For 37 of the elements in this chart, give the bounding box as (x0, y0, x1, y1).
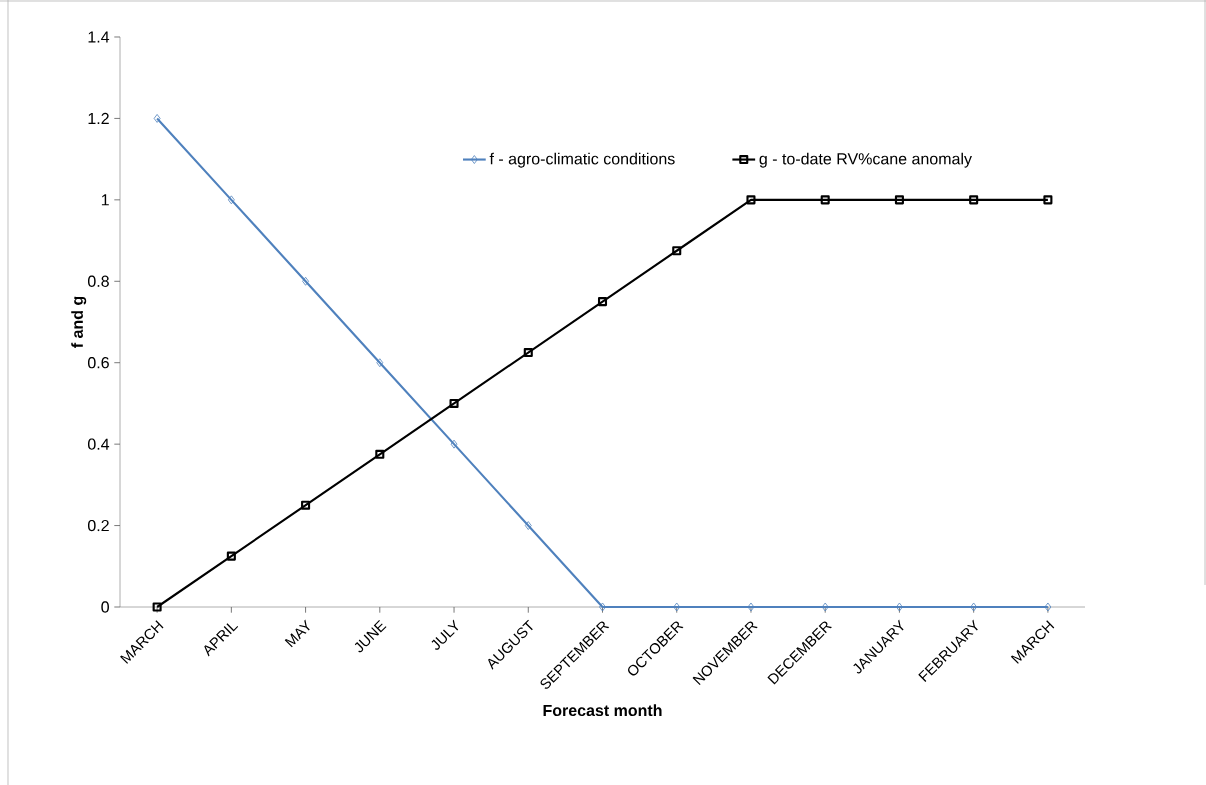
point (969, 195, 979, 205)
y-tick-label: 0.6 (87, 357, 109, 369)
point (153, 114, 161, 123)
point (302, 276, 309, 286)
y-axis-title: f and g (71, 296, 87, 348)
x-axis-title: Forecast month (543, 704, 662, 717)
point (747, 602, 755, 612)
point (523, 347, 533, 358)
legend-label: f - agro-climatic conditions (489, 152, 675, 168)
y-tick-label: 1 (101, 194, 109, 206)
y-tick-label: 0 (101, 601, 109, 613)
point (227, 195, 235, 205)
point (524, 521, 532, 530)
y-tick-label: 0.8 (87, 275, 109, 287)
y-tick-label: 1.2 (88, 112, 109, 125)
point (449, 398, 459, 408)
y-tick-label: 0.4 (87, 438, 110, 450)
point (152, 602, 162, 612)
point (599, 602, 606, 612)
point (450, 439, 458, 449)
y-tick-label: 1.4 (88, 31, 110, 43)
point (896, 602, 903, 612)
point (301, 500, 311, 510)
point (1044, 602, 1052, 612)
point (375, 449, 385, 459)
point (821, 602, 829, 612)
point (672, 246, 682, 256)
point (226, 551, 236, 561)
point (673, 602, 681, 612)
point (746, 195, 756, 205)
point (376, 358, 384, 368)
legend-label: g - to-date RV%cane anomaly (759, 152, 972, 168)
y-tick-label: 0.2 (87, 519, 109, 532)
point (1043, 195, 1053, 205)
point (597, 297, 608, 307)
point (894, 195, 904, 205)
point (820, 195, 830, 205)
